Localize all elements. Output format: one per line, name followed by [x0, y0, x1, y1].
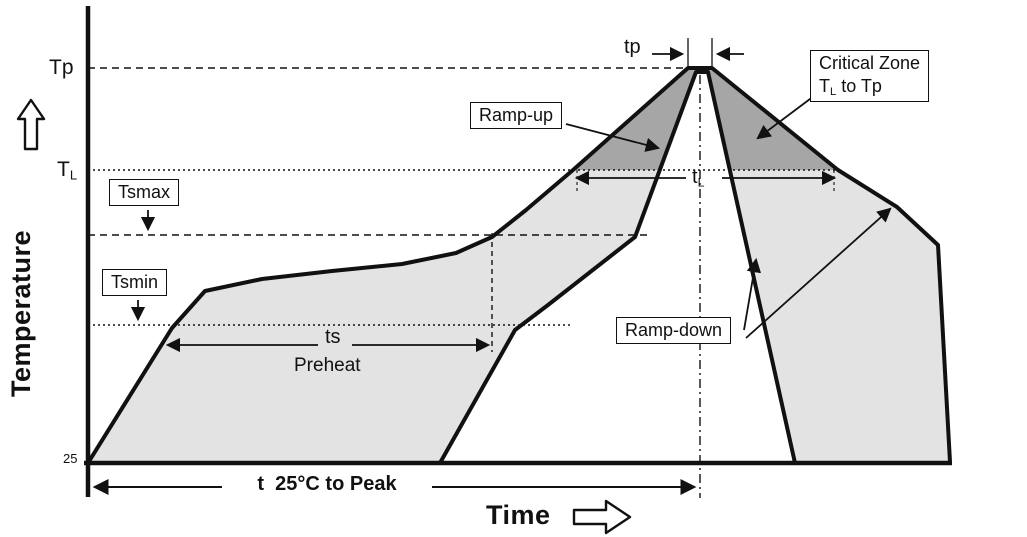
ramp-up-label: Ramp-up — [470, 102, 563, 130]
tsmax-label: Tsmax — [109, 179, 180, 207]
ramp-down-arrow-outer — [745, 207, 892, 339]
origin-tick-label: 25 — [63, 451, 78, 466]
critical-zone-label: Critical Zone TL to Tp — [810, 50, 930, 102]
tp-tick-label: Tp — [49, 56, 74, 79]
tl-duration-label: tL — [692, 166, 705, 190]
ramp-down-label: Ramp-down — [616, 317, 732, 345]
time-axis-label: Time — [486, 500, 551, 530]
preheat-label: Preheat — [294, 355, 361, 376]
time-to-peak-label: t 25°C to Peak — [257, 473, 397, 495]
temperature-axis-arrow-icon — [16, 98, 46, 151]
tp-duration-label: tp — [624, 36, 641, 58]
ramp-down-arrow-inner — [743, 257, 762, 331]
ramp-up-arrow — [565, 123, 661, 152]
tl-tick-label: TL — [57, 158, 78, 183]
temperature-axis-label: Temperature — [6, 229, 36, 397]
lower-profile-curve — [438, 70, 797, 464]
critical-zone-arrow — [756, 95, 815, 140]
critical-zone-line2: TL to Tp — [819, 76, 882, 99]
tsmin-label: Tsmin — [102, 269, 168, 297]
critical-zone-line1: Critical Zone — [819, 53, 921, 73]
time-axis-arrow-icon — [572, 499, 632, 535]
upper-profile-curve — [86, 66, 952, 465]
ts-duration-label: ts — [325, 326, 341, 348]
